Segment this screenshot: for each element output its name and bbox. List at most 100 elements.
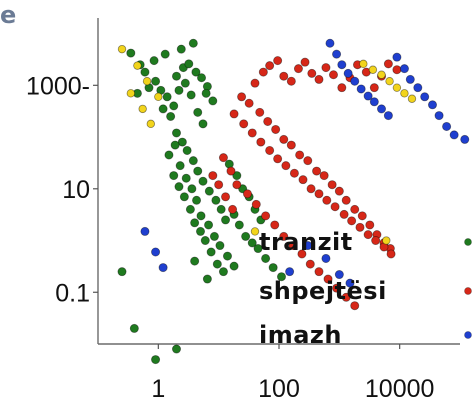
shpejtësi-point bbox=[314, 189, 324, 199]
imazh-point bbox=[334, 270, 344, 280]
tranzit-point bbox=[180, 78, 190, 88]
tranzit-point bbox=[182, 145, 192, 155]
tranzit-point bbox=[204, 186, 214, 196]
legend-layer: tranzit shpejtësi imazh bbox=[259, 228, 472, 349]
tranzit-point bbox=[188, 38, 198, 48]
imazh-point bbox=[356, 84, 366, 94]
tranzit-point bbox=[176, 44, 186, 54]
shpejtësi-point bbox=[279, 134, 289, 144]
shpejtësi-point bbox=[286, 76, 296, 86]
tranzit-point bbox=[171, 344, 181, 354]
shpejtësi-point bbox=[306, 184, 316, 194]
tranzit-point bbox=[234, 220, 244, 230]
imazh-point bbox=[383, 111, 393, 121]
shpejtësi-point bbox=[305, 259, 315, 269]
tranzit-point bbox=[209, 231, 219, 241]
tranzit-point bbox=[216, 204, 226, 214]
yellow-point bbox=[133, 61, 142, 70]
legend-marker bbox=[464, 238, 472, 246]
tranzit-point bbox=[162, 92, 172, 102]
yellow-point bbox=[359, 59, 368, 69]
tranzit-point bbox=[117, 267, 127, 277]
shpejtësi-point bbox=[265, 61, 275, 71]
imazh-point bbox=[343, 68, 353, 78]
tranzit-point bbox=[185, 204, 195, 214]
shpejtësi-point bbox=[383, 59, 393, 69]
imazh-point bbox=[399, 64, 409, 74]
shpejtësi-point bbox=[273, 56, 283, 66]
tranzit-point bbox=[208, 96, 218, 106]
axes-layer: 1000- 10 0.1 1 100 10000 bbox=[26, 18, 460, 403]
corner-text: e bbox=[0, 1, 16, 29]
tranzit-point bbox=[222, 251, 232, 261]
shpejtësi-point bbox=[386, 249, 396, 259]
tranzit-point bbox=[197, 73, 207, 83]
tranzit-point bbox=[201, 88, 211, 98]
imazh-point bbox=[392, 52, 402, 62]
legend-marker bbox=[464, 287, 472, 295]
tranzit-point bbox=[190, 256, 200, 266]
shpejtësi-point bbox=[281, 161, 291, 171]
shpejtësi-point bbox=[314, 74, 324, 84]
shpejtësi-point bbox=[314, 267, 324, 277]
shpejtësi-point bbox=[328, 70, 338, 80]
x-tick-label: 100 bbox=[258, 375, 300, 403]
imazh-point bbox=[345, 278, 355, 288]
tranzit-point bbox=[200, 236, 210, 246]
shpejtësi-point bbox=[339, 209, 349, 219]
shpejtësi-point bbox=[371, 236, 381, 246]
tranzit-point bbox=[140, 67, 150, 77]
tranzit-point bbox=[206, 247, 216, 257]
shpejtësi-point bbox=[237, 92, 247, 102]
shpejtësi-point bbox=[334, 186, 344, 196]
shpejtësi-point bbox=[319, 171, 329, 181]
shpejtësi-point bbox=[263, 116, 273, 126]
tranzit-point bbox=[174, 85, 184, 95]
imazh-point bbox=[442, 121, 452, 131]
tranzit-point bbox=[276, 272, 286, 282]
shpejtësi-point bbox=[288, 241, 298, 251]
shpejtësi-point bbox=[244, 98, 254, 108]
shpejtësi-point bbox=[347, 216, 357, 226]
yellow-point bbox=[392, 83, 402, 92]
tranzit-point bbox=[193, 107, 203, 117]
yellow-point bbox=[377, 70, 386, 79]
imazh-point bbox=[337, 60, 347, 70]
tranzit-point bbox=[158, 104, 168, 114]
shpejtësi-point bbox=[218, 153, 228, 163]
tranzit-point bbox=[198, 176, 208, 186]
tranzit-point bbox=[184, 59, 194, 69]
imazh-point bbox=[158, 263, 168, 273]
imazh-point bbox=[363, 91, 373, 101]
tranzit-point bbox=[169, 101, 179, 111]
imazh-point bbox=[151, 247, 161, 257]
shpejtësi-point bbox=[229, 109, 239, 119]
imazh-point bbox=[377, 104, 387, 114]
shpejtësi-point bbox=[270, 220, 280, 230]
tranzit-point bbox=[190, 218, 200, 228]
imazh-point bbox=[369, 97, 379, 107]
shpejtësi-point bbox=[279, 231, 289, 241]
shpejtësi-point bbox=[247, 128, 257, 138]
shpejtësi-point bbox=[303, 156, 313, 166]
shpejtësi-point bbox=[355, 222, 365, 232]
shpejtësi-point bbox=[289, 168, 299, 178]
shpejtësi-point bbox=[251, 199, 261, 209]
yellow-point bbox=[126, 89, 136, 98]
shpejtësi-point bbox=[271, 124, 281, 134]
shpejtësi-point bbox=[261, 211, 271, 221]
tranzit-point bbox=[253, 244, 263, 254]
shpejtësi-point bbox=[239, 119, 249, 129]
tranzit-point bbox=[211, 195, 221, 205]
tranzit-point bbox=[177, 137, 187, 147]
shpejtësi-point bbox=[273, 154, 283, 164]
shpejtësi-point bbox=[332, 283, 342, 293]
tranzit-point bbox=[247, 238, 257, 248]
shpejtësi-point bbox=[295, 150, 305, 160]
shpejtësi-point bbox=[232, 180, 242, 190]
yellow-point bbox=[250, 227, 260, 236]
tranzit-point bbox=[170, 140, 180, 150]
shpejtësi-point bbox=[341, 292, 351, 302]
shpejtësi-point bbox=[297, 249, 307, 259]
